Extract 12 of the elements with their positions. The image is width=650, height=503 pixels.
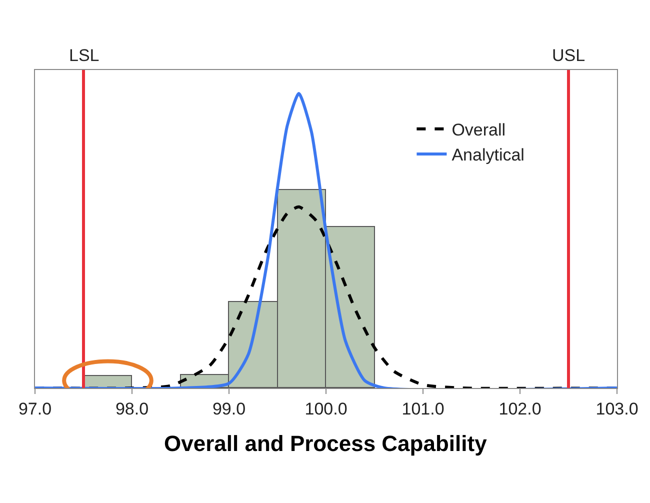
- text: Overall and Process Capability: [164, 431, 488, 456]
- x-tick-label: 103.0: [596, 399, 638, 418]
- x-tick-label: 98.0: [115, 399, 149, 418]
- x-tick-label: 102.0: [498, 399, 542, 418]
- ref-line-label: LSL: [69, 46, 100, 65]
- x-tick-label: 101.0: [402, 399, 444, 418]
- legend-label: Analytical: [452, 146, 524, 165]
- x-tick-label: 100.0: [304, 399, 348, 418]
- x-tick-label: 97.0: [18, 399, 52, 418]
- x-tick-label: 99.0: [212, 399, 246, 418]
- legend-label: Overall: [452, 120, 506, 140]
- ref-line-label: USL: [552, 46, 586, 65]
